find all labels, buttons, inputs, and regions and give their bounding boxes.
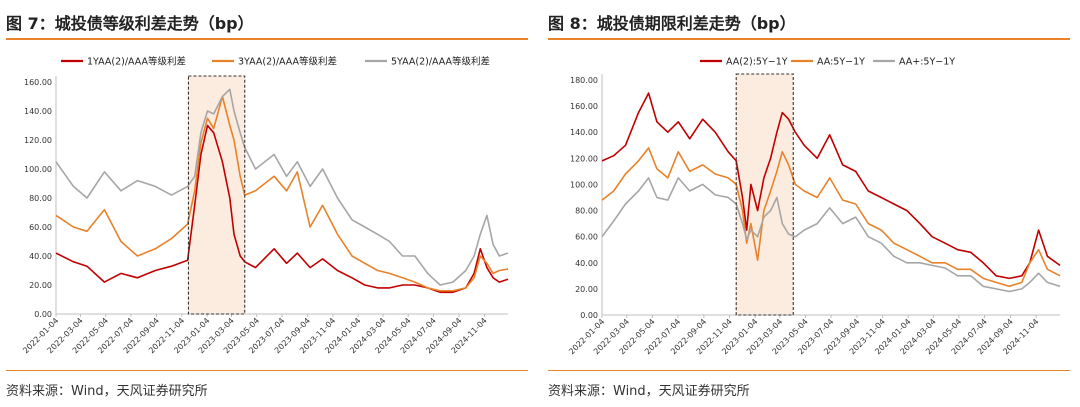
series-line-1 [601, 92, 1061, 280]
legend-label: AA(2):5Y−1Y [726, 57, 788, 68]
highlight-region [736, 74, 794, 315]
y-tick-label: 60.00 [575, 233, 598, 242]
legend-label: AA+:5Y−1Y [899, 57, 955, 68]
title-divider [548, 38, 1070, 40]
y-tick-label: 120.00 [24, 136, 52, 145]
chart-panel-grade-spread: 图 7：城投债等级利差走势（bp） 0.00 20.00 40.00 60.00 80.… [6, 0, 528, 407]
y-tick-label: 20.00 [575, 285, 598, 294]
y-tick-label: 140.00 [570, 128, 598, 137]
y-tick-label: 120.00 [570, 154, 598, 163]
chart-panel-term-spread: 图 8：城投债期限利差走势（bp） 0.00 20.00 40.00 60.00 80.… [548, 0, 1070, 407]
series-line-2 [601, 147, 1061, 288]
term-spread-chart: 0.00 20.00 40.00 60.00 80.00 100.00 120.00 140.… [567, 57, 1061, 356]
y-tick-label: 160.00 [24, 78, 52, 87]
source-divider [6, 370, 528, 371]
y-tick-label: 80.00 [29, 194, 52, 203]
source-divider [548, 370, 1070, 371]
y-tick-label: 60.00 [29, 223, 52, 232]
y-tick-label: 40.00 [29, 252, 52, 261]
grade-spread-chart: 0.00 20.00 40.00 60.00 80.00 100.00 120.00 140.… [21, 56, 509, 355]
title-divider [6, 38, 528, 40]
source-note: 资料来源：Wind，天风证券研究所 [6, 384, 208, 399]
legend-label: 5YAA(2)/AAA等级利差 [391, 56, 490, 68]
y-tick-label: 20.00 [29, 281, 52, 290]
y-tick-label: 100.00 [570, 180, 598, 189]
series-line-2 [55, 95, 509, 292]
series-line-1 [55, 124, 509, 294]
legend-label: 1YAA(2)/AAA等级利差 [87, 56, 186, 68]
y-tick-label: 140.00 [24, 107, 52, 116]
y-tick-label: 40.00 [575, 259, 598, 268]
series-line-3 [55, 88, 509, 286]
y-tick-label: 180.00 [570, 76, 598, 85]
y-tick-label: 100.00 [24, 165, 52, 174]
highlight-region [188, 76, 245, 314]
series-line-3 [601, 177, 1061, 293]
highlight-border [187, 75, 246, 315]
legend-label: AA:5Y−1Y [817, 57, 865, 68]
y-tick-label: 0.00 [580, 311, 598, 320]
y-tick-label: 0.00 [34, 310, 52, 319]
chart-title: 图 7：城投债等级利差走势（bp） [6, 14, 254, 33]
legend-label: 3YAA(2)/AAA等级利差 [238, 56, 337, 68]
chart-title: 图 8：城投债期限利差走势（bp） [548, 14, 796, 33]
y-tick-label: 160.00 [570, 102, 598, 111]
highlight-border [735, 73, 794, 316]
y-tick-label: 80.00 [575, 207, 598, 216]
source-note: 资料来源：Wind，天风证券研究所 [548, 384, 750, 399]
